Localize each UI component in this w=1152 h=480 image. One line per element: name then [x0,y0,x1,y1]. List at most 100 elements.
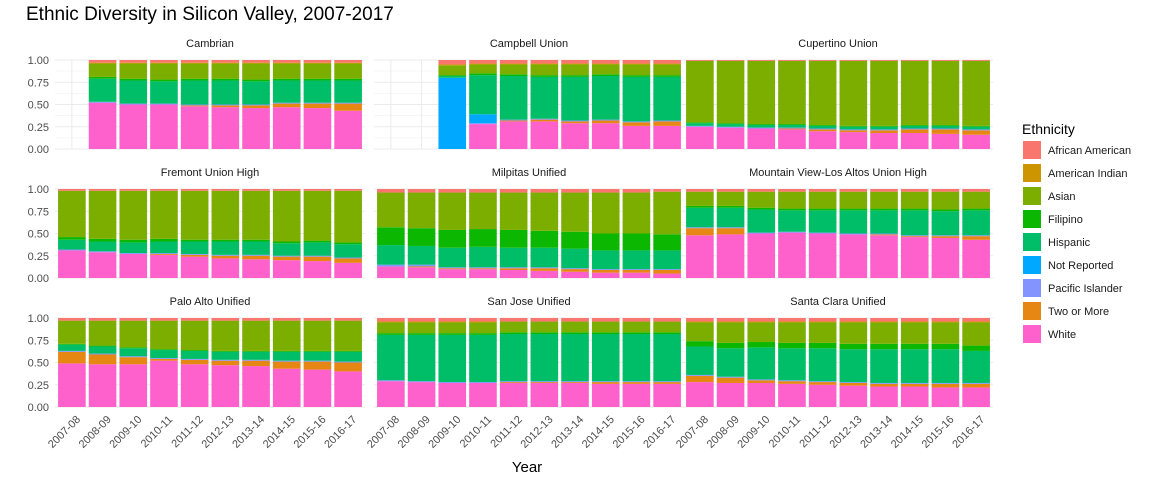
bar-2016-17 [962,189,990,278]
bar-segment-filipino [653,332,681,335]
bar-segment-african-american [653,60,681,64]
bar-segment-two-or-more [211,105,240,108]
bar-segment-filipino [808,342,837,349]
bar-segment-white [591,383,620,407]
bar-2010-11 [150,60,178,149]
bar-segment-asian [180,63,209,79]
bar-segment-pacific-islander [242,104,270,106]
bar-segment-asian [499,192,528,230]
bar-segment-asian [931,322,960,344]
bar-segment-asian [561,321,589,333]
bar-segment-filipino [839,208,868,211]
bar-segment-filipino [150,79,178,82]
bar-segment-filipino [561,75,589,77]
bar-segment-pacific-islander [653,120,681,122]
bar-segment-white [272,368,301,407]
bar-segment-white [499,269,528,278]
legend-item-pacific-islander: Pacific Islander [1023,279,1123,297]
bar-segment-african-american [119,60,148,63]
bar-segment-filipino [900,343,929,350]
bar-segment-two-or-more [962,130,990,135]
bar-2016-17 [962,318,990,407]
bar-segment-pacific-islander [58,249,86,251]
x-tick-label: 2014-15 [580,414,617,451]
bar-2009-10 [438,318,467,407]
bar-segment-asian [653,321,681,333]
bar-segment-hispanic [622,334,651,382]
bar-segment-pacific-islander [839,233,868,235]
bar-segment-american-indian [88,62,117,64]
bar-segment-african-american [561,60,589,64]
bar-segment-filipino [530,332,559,335]
bar-segment-white [119,104,148,149]
x-tick-label: 2011-12 [797,414,833,450]
bar-segment-filipino [931,124,960,126]
facet-panel-mountain-view-los-altos-union-high: Mountain View-Los Altos Union High [683,167,993,279]
bar-segment-american-indian [962,321,990,323]
bar-segment-hispanic [716,124,745,127]
bar-segment-asian [119,320,148,348]
bar-segment-african-american [778,60,806,61]
bar-segment-african-american [499,318,528,322]
bar-segment-hispanic [900,125,929,129]
bar-2007-08 [686,318,714,407]
y-tick-label: 1.00 [28,313,49,325]
bar-segment-asian [438,322,467,334]
bar-segment-filipino [870,208,898,211]
bar-segment-white [686,235,714,278]
bar-segment-african-american [272,189,301,191]
bar-segment-two-or-more [839,130,868,133]
bar-segment-asian [180,190,209,240]
bar-segment-asian [747,191,776,208]
bar-segment-hispanic [900,349,929,383]
bar-2014-15 [900,60,929,149]
bar-segment-african-american [591,60,620,64]
bar-segment-asian [272,190,301,242]
bar-segment-pacific-islander [561,381,589,383]
bar-segment-pacific-islander [591,381,620,383]
bar-segment-hispanic [242,81,270,105]
bar-segment-white [303,261,332,278]
bar-segment-filipino [119,78,148,81]
bar-segment-filipino [778,124,806,125]
bar-segment-african-american [747,60,776,61]
bar-segment-asian [58,190,86,238]
x-tick-label: 2016-17 [950,414,987,451]
bar-segment-american-indian [407,321,436,323]
bar-segment-american-indian [747,321,776,323]
bar-segment-african-american [686,189,714,192]
bar-segment-pacific-islander [686,227,714,229]
x-tick-label: 2012-13 [828,414,865,451]
x-tick-label: 2016-17 [322,414,359,451]
bar-segment-hispanic [808,348,837,382]
facet-panel-fremont-union-high: Fremont Union High 0.00 0.25 0.50 0.75 1.00 [28,167,365,285]
bar-segment-african-american [839,60,868,61]
bar-2010-11 [150,318,178,407]
bar-segment-white [870,235,898,278]
bar-2013-14 [242,189,270,278]
bar-segment-asian [591,192,620,234]
facet-label: Fremont Union High [161,167,259,179]
bar-segment-two-or-more [180,105,209,107]
x-tick-label: 2007-08 [46,414,83,451]
bar-segment-asian [119,63,148,79]
bar-segment-filipino [334,78,362,81]
bar-segment-african-american [900,60,929,61]
legend-label: African American [1048,145,1131,157]
bar-2009-10 [747,60,776,149]
bar-segment-hispanic [561,76,589,121]
bar-segment-pacific-islander [686,374,714,376]
bar-2012-13 [530,318,559,407]
bar-segment-white [211,258,240,278]
bar-segment-african-american [242,318,270,321]
bar-segment-african-american [88,189,117,191]
bar-segment-filipino [747,342,776,348]
bar-segment-pacific-islander [469,382,497,383]
bar-2008-09 [88,318,117,407]
bar-segment-african-american [211,60,240,63]
legend-swatch [1023,164,1041,182]
bar-segment-filipino [303,240,332,243]
bar-segment-asian [530,192,559,231]
bar-segment-hispanic [272,80,301,103]
bar-segment-hispanic [469,75,497,115]
